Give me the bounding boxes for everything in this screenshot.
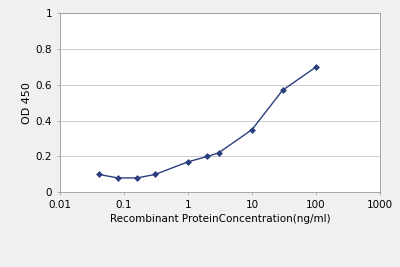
X-axis label: Recombinant ProteinConcentration(ng/ml): Recombinant ProteinConcentration(ng/ml)	[110, 214, 330, 224]
Y-axis label: OD 450: OD 450	[22, 82, 32, 124]
